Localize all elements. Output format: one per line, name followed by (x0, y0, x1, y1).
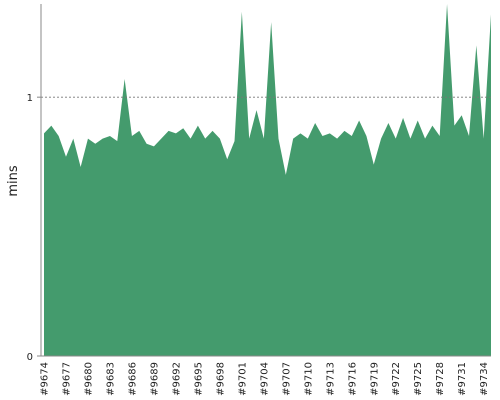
x-tick-label: #9713 (325, 362, 336, 396)
x-tick-label: #9719 (369, 362, 380, 396)
x-tick-label: #9731 (457, 362, 468, 396)
area-series (44, 4, 491, 356)
x-tick-label: #9725 (413, 362, 424, 396)
x-tick-label: #9680 (83, 362, 94, 396)
x-tick-label: #9734 (479, 362, 490, 396)
x-tick-label: #9722 (391, 362, 402, 396)
x-tick-label: #9689 (149, 362, 160, 396)
y-tick-label: 1 (27, 93, 33, 104)
y-tick-labels: 01 (27, 93, 41, 363)
x-tick-label: #9728 (435, 362, 446, 396)
x-tick-label: #9710 (303, 362, 314, 396)
x-tick-label: #9677 (61, 362, 72, 396)
y-tick-label: 0 (27, 352, 33, 363)
x-tick-label: #9692 (171, 362, 182, 396)
x-tick-label: #9674 (40, 362, 51, 396)
x-tick-label: #9707 (281, 362, 292, 396)
x-tick-label: #9716 (347, 362, 358, 396)
x-tick-label: #9701 (237, 362, 248, 396)
x-tick-label: #9686 (127, 362, 138, 396)
x-tick-label: #9698 (215, 362, 226, 396)
plot-area (40, 4, 491, 357)
x-tick-label: #9683 (105, 362, 116, 396)
x-tick-labels: #9674 #9677 #9680 #9683 #9686 #9689 #9692 #9695… (40, 362, 491, 396)
x-tick-label: #9704 (259, 362, 270, 396)
x-tick-label: #9695 (193, 362, 204, 396)
y-axis-title: mins (6, 165, 21, 197)
